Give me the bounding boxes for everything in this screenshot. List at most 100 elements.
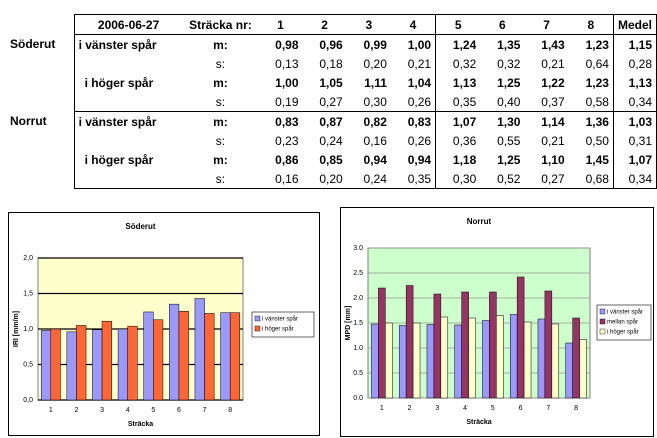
bar bbox=[204, 313, 215, 401]
bar bbox=[220, 312, 231, 401]
header-cell: 6 bbox=[480, 14, 525, 35]
x-tick-label: 1 bbox=[380, 405, 384, 412]
table-cell: 0,21 bbox=[407, 56, 432, 71]
bar bbox=[579, 339, 587, 399]
header-cell: Medel bbox=[612, 14, 657, 35]
table-cell: 0,40 bbox=[497, 94, 521, 109]
table-cell: 1,23 bbox=[585, 75, 609, 90]
legend-label: i höger spår bbox=[262, 326, 294, 333]
table-cell: 0,83 bbox=[390, 111, 436, 131]
legend-swatch bbox=[254, 315, 261, 322]
table-cell: 0,35 bbox=[390, 169, 436, 189]
bar bbox=[537, 318, 546, 399]
group-label bbox=[6, 131, 74, 150]
table-cell: 0,16 bbox=[258, 169, 303, 189]
mean-cell: 1,07 bbox=[612, 150, 657, 169]
bar bbox=[572, 317, 580, 399]
table-cell: 1,13 bbox=[435, 73, 481, 92]
header-row: 2006-06-27 Sträcka nr: 1 2 3 4 5 6 7 8 Medel bbox=[6, 14, 657, 35]
table-cell: 1,05 bbox=[319, 75, 343, 90]
header-cell: 8 bbox=[568, 14, 614, 35]
chart-soderut: Söderut 0,0 0,5 1,0 1,5 2,0 1 2 3 4 5 6 7 8 Sträcka IRI… bbox=[8, 212, 320, 436]
bar bbox=[385, 322, 393, 399]
y-tick-label: 0.0 bbox=[353, 395, 363, 402]
table-cell: 1,22 bbox=[541, 75, 565, 90]
table-cell: 0,16 bbox=[363, 133, 387, 148]
chart-title: Norrut bbox=[467, 217, 492, 226]
table-cell: 0,27 bbox=[524, 169, 569, 189]
x-tick-label: 2 bbox=[74, 407, 78, 414]
bar bbox=[433, 293, 442, 399]
table-cell: 1,23 bbox=[585, 37, 609, 52]
table-row: s: 0,13 0,18 0,20 0,21 0,32 0,32 0,21 0,64 0,28 bbox=[6, 54, 657, 73]
y-tick-label: 0.5 bbox=[353, 370, 363, 377]
bar bbox=[509, 314, 518, 399]
stat-label: m: bbox=[213, 152, 228, 167]
header-cell: 7 bbox=[524, 14, 569, 35]
table-row: s: 0,23 0,24 0,16 0,26 0,36 0,55 0,21 0,50 0,31 bbox=[6, 131, 657, 150]
x-tick-label: 2 bbox=[408, 405, 412, 412]
x-tick-label: 3 bbox=[435, 405, 439, 412]
y-tick-label: 2.5 bbox=[353, 270, 363, 277]
header-cell: 2 bbox=[302, 14, 347, 35]
mean-cell: 0,28 bbox=[612, 54, 657, 73]
table-cell: 0,18 bbox=[319, 56, 343, 71]
y-axis-title: MPD [mm] bbox=[345, 306, 352, 341]
track-label bbox=[73, 131, 183, 150]
bar bbox=[117, 328, 128, 401]
x-tick-label: 8 bbox=[228, 407, 232, 414]
track-label bbox=[73, 169, 183, 189]
bar bbox=[378, 287, 386, 399]
header-cell: 1 bbox=[258, 14, 303, 35]
header-cell: Sträcka nr: bbox=[182, 14, 259, 35]
bar bbox=[426, 324, 435, 399]
y-tick-label: 0,0 bbox=[23, 397, 33, 404]
legend-swatch bbox=[599, 308, 606, 315]
table-cell: 1,11 bbox=[364, 75, 387, 90]
x-tick-label: 4 bbox=[463, 405, 467, 412]
header-cell: 3 bbox=[346, 14, 391, 35]
table-cell: 0,24 bbox=[319, 133, 343, 148]
x-tick-label: 6 bbox=[519, 405, 523, 412]
table-cell: 1,43 bbox=[541, 37, 565, 52]
group-label bbox=[6, 150, 74, 169]
table-cell: 1,25 bbox=[497, 152, 521, 167]
table-cell: 1,14 bbox=[524, 111, 569, 131]
table-row: Söderut i vänster spår m: 0,98 0,96 0,99 1,00 1… bbox=[6, 34, 657, 54]
mean-cell: 1,03 bbox=[612, 111, 657, 131]
table-cell: 0,86 bbox=[275, 152, 299, 167]
table-cell: 1,18 bbox=[435, 150, 481, 169]
table-cell: 0,96 bbox=[319, 37, 343, 52]
track-label: i höger spår bbox=[73, 150, 183, 169]
stat-label: s: bbox=[215, 94, 226, 109]
table-cell: 1,04 bbox=[407, 75, 432, 90]
y-tick-label: 2.0 bbox=[353, 295, 363, 302]
table-cell: 0,26 bbox=[407, 94, 432, 109]
table-cell: 0,21 bbox=[541, 133, 565, 148]
bar bbox=[76, 325, 87, 401]
table-cell: 0,30 bbox=[435, 169, 481, 189]
table-cell: 1,10 bbox=[541, 152, 565, 167]
table-cell: 1,35 bbox=[497, 37, 521, 52]
group-label: Norrut bbox=[10, 114, 47, 129]
table-row: i höger spår m: 0,86 0,85 0,94 0,94 1,18 1,25 1,… bbox=[6, 150, 657, 169]
bar bbox=[169, 303, 180, 401]
table-cell: 0,64 bbox=[585, 56, 609, 71]
table-cell: 1,07 bbox=[435, 111, 481, 131]
table-cell: 0,82 bbox=[346, 111, 391, 131]
bar bbox=[40, 330, 52, 401]
table-cell: 0,20 bbox=[302, 169, 347, 189]
table-row: s: 0,16 0,20 0,24 0,35 0,30 0,52 0,27 0,68 0,34 bbox=[6, 169, 657, 189]
mean-cell: 0,31 bbox=[612, 131, 657, 150]
stat-label: m: bbox=[213, 75, 228, 90]
x-tick-label: 3 bbox=[100, 407, 104, 414]
track-label: i vänster spår bbox=[73, 111, 183, 131]
y-tick-label: 2,0 bbox=[23, 255, 33, 262]
bar bbox=[127, 325, 138, 401]
bar bbox=[461, 291, 469, 399]
bar bbox=[153, 319, 164, 401]
bar bbox=[523, 321, 532, 399]
legend-swatch bbox=[254, 325, 261, 332]
table-cell: 0,35 bbox=[435, 92, 481, 112]
table-cell: 0,85 bbox=[319, 152, 343, 167]
